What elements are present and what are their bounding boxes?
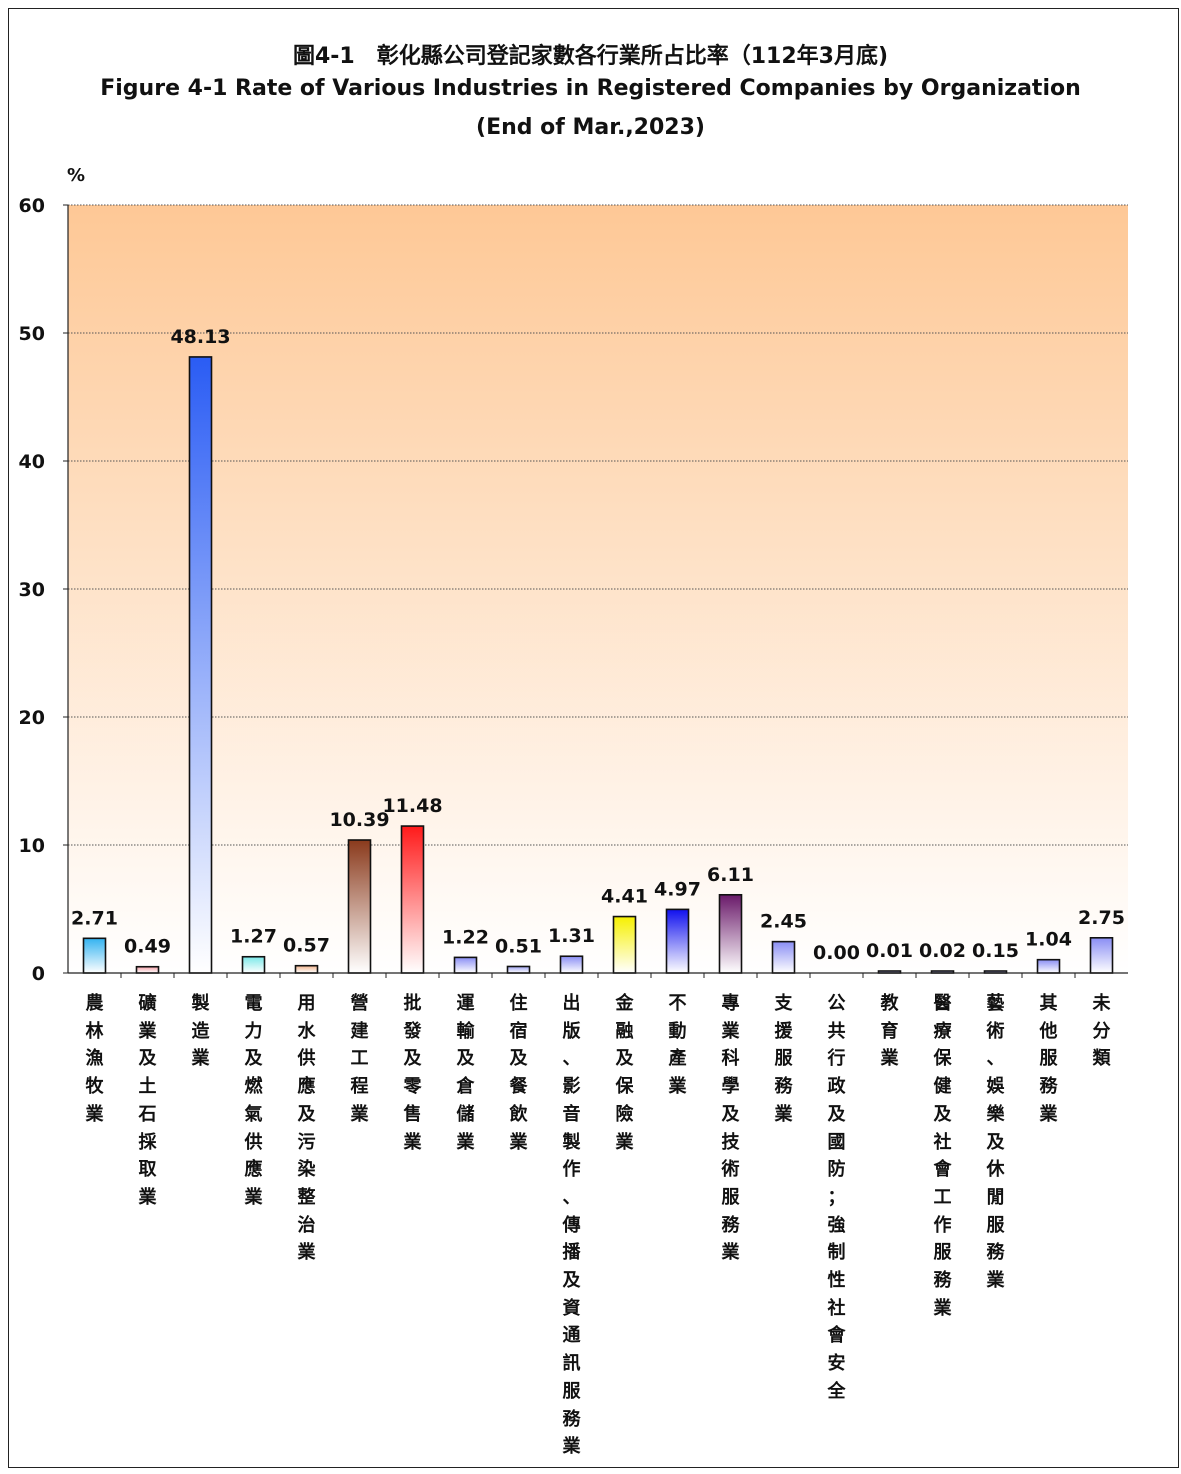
value-label: 1.27 bbox=[230, 926, 277, 948]
category-label: 未分類 bbox=[1092, 993, 1111, 1070]
bar bbox=[1089, 936, 1114, 974]
category-label: 礦業及土石採取業 bbox=[138, 993, 157, 1208]
value-label: 4.97 bbox=[654, 878, 701, 900]
value-label: 0.01 bbox=[866, 940, 913, 962]
value-label: 1.04 bbox=[1025, 929, 1072, 951]
bar bbox=[771, 940, 796, 974]
bar bbox=[241, 955, 266, 974]
bar bbox=[453, 956, 478, 974]
value-label: 6.11 bbox=[707, 864, 754, 886]
bar bbox=[665, 908, 690, 974]
category-label: 電力及燃氣供應業 bbox=[244, 993, 263, 1208]
category-label: 藝術、娛樂及休閒服務業 bbox=[986, 993, 1005, 1292]
chart-title: 圖4-1 彰化縣公司登記家數各行業所占比率（112年3月底) bbox=[292, 44, 889, 69]
y-tick-label: 50 bbox=[19, 323, 45, 345]
bars bbox=[82, 356, 1114, 978]
chart-subtitle-line1: Figure 4-1 Rate of Various Industries in… bbox=[100, 76, 1081, 101]
y-tick-label: 0 bbox=[32, 963, 45, 985]
value-label: 11.48 bbox=[382, 795, 442, 817]
y-tick-labels: 0 10 20 30 40 50 60 bbox=[19, 195, 45, 985]
y-tick-label: 10 bbox=[19, 835, 45, 857]
category-label: 出版、影音製作、傳播及資通訊服務業 bbox=[562, 993, 581, 1458]
y-tick-label: 60 bbox=[19, 195, 45, 217]
bar bbox=[718, 893, 743, 974]
bar bbox=[400, 825, 425, 974]
category-label: 不動產業 bbox=[668, 993, 687, 1098]
category-label: 農林漁牧業 bbox=[85, 993, 104, 1125]
category-label: 公共行政及國防；強制性社會安全 bbox=[827, 993, 846, 1402]
category-label: 專業科學及技術服務業 bbox=[721, 993, 740, 1264]
bar bbox=[559, 955, 584, 974]
category-label: 教育業 bbox=[880, 993, 899, 1070]
y-axis-unit: % bbox=[67, 165, 85, 186]
category-label: 醫療保健及社會工作服務業 bbox=[933, 993, 952, 1319]
category-label: 營建工程業 bbox=[350, 993, 369, 1125]
value-label: 0.15 bbox=[972, 940, 1019, 962]
bar bbox=[294, 964, 319, 974]
bar bbox=[82, 937, 107, 974]
bar bbox=[188, 356, 213, 974]
value-label: 0.02 bbox=[919, 940, 966, 962]
value-label: 10.39 bbox=[329, 809, 389, 831]
value-label: 0.49 bbox=[124, 936, 171, 958]
category-label: 製造業 bbox=[191, 993, 210, 1070]
bar bbox=[1036, 958, 1061, 974]
value-label: 2.71 bbox=[71, 907, 118, 929]
value-label: 1.22 bbox=[442, 926, 489, 948]
bar bbox=[347, 839, 372, 974]
value-label: 0.57 bbox=[283, 935, 330, 957]
category-label: 其他服務業 bbox=[1039, 993, 1058, 1125]
value-label: 0.00 bbox=[813, 942, 860, 964]
category-label: 批發及零售業 bbox=[403, 993, 422, 1153]
value-label: 1.31 bbox=[548, 925, 595, 947]
category-label: 用水供應及污染整治業 bbox=[297, 993, 316, 1264]
category-label: 金融及保險業 bbox=[615, 993, 634, 1153]
value-label: 4.41 bbox=[601, 886, 648, 908]
chart-subtitle-line2: (End of Mar.,2023) bbox=[476, 115, 705, 140]
y-tick-label: 40 bbox=[19, 451, 45, 473]
value-label: 0.51 bbox=[495, 935, 542, 957]
axes bbox=[67, 205, 1128, 974]
value-label: 2.75 bbox=[1078, 907, 1125, 929]
category-label: 住宿及餐飲業 bbox=[509, 993, 528, 1153]
gridlines bbox=[63, 204, 1128, 974]
y-tick-label: 20 bbox=[19, 707, 45, 729]
value-label: 2.45 bbox=[760, 911, 807, 933]
y-tick-label: 30 bbox=[19, 579, 45, 601]
bar bbox=[135, 965, 160, 974]
value-label: 48.13 bbox=[170, 326, 230, 348]
bar bbox=[612, 915, 637, 974]
category-label: 運輸及倉儲業 bbox=[456, 993, 475, 1153]
category-label: 支援服務業 bbox=[774, 993, 793, 1125]
bar bbox=[506, 965, 531, 974]
